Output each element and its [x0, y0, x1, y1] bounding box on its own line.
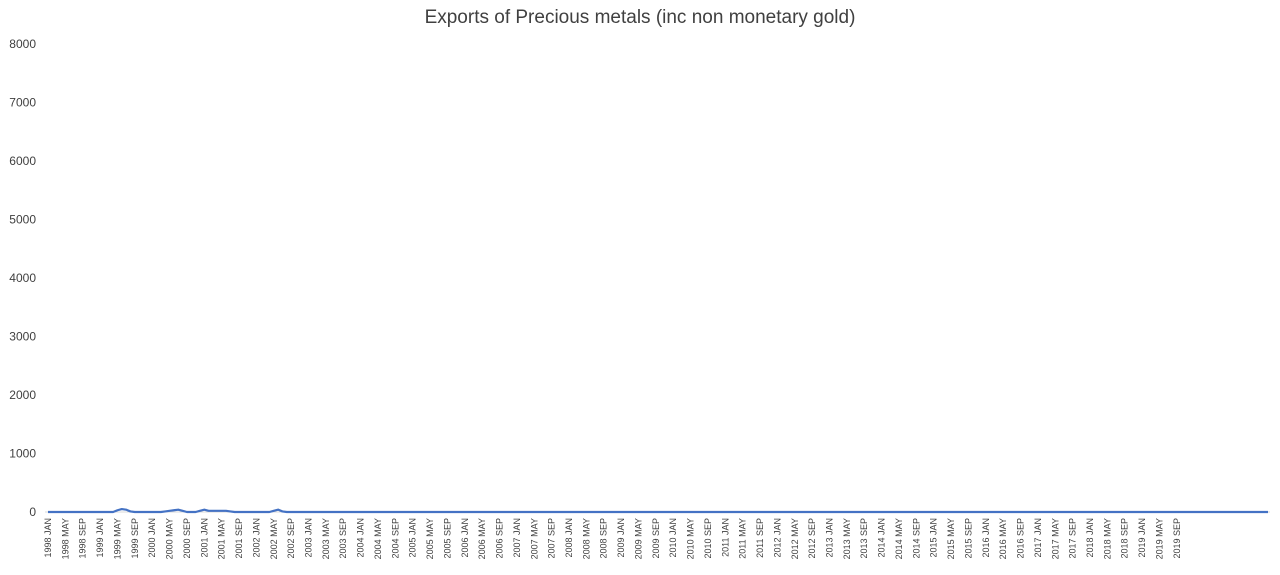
x-tick-label: 2008 SEP [599, 518, 609, 559]
x-tick-label: 2005 MAY [425, 518, 435, 559]
y-tick-label: 2000 [9, 388, 36, 402]
x-tick-label: 2019 MAY [1154, 518, 1164, 559]
x-tick-label: 2017 MAY [1050, 518, 1060, 559]
x-tick-label: 2018 JAN [1085, 518, 1095, 558]
x-tick-label: 2004 JAN [356, 518, 366, 558]
x-tick-label: 2012 JAN [772, 518, 782, 558]
x-tick-label: 2015 SEP [963, 518, 973, 559]
x-tick-label: 2017 SEP [1068, 518, 1078, 559]
x-tick-label: 2003 JAN [303, 518, 313, 558]
x-tick-label: 2019 SEP [1172, 518, 1182, 559]
x-tick-label: 2018 MAY [1102, 518, 1112, 559]
y-tick-label: 6000 [9, 154, 36, 168]
x-tick-label: 2002 SEP [286, 518, 296, 559]
x-tick-label: 2009 MAY [633, 518, 643, 559]
y-axis: 0 1000 2000 3000 4000 5000 6000 7000 8000 [9, 37, 36, 519]
x-tick-label: 2010 MAY [686, 518, 696, 559]
x-tick-label: 1999 SEP [130, 518, 140, 559]
x-tick-label: 2007 MAY [529, 518, 539, 559]
y-tick-label: 1000 [9, 447, 36, 461]
x-tick-label: 2018 SEP [1120, 518, 1130, 559]
y-tick-label: 3000 [9, 330, 36, 344]
x-tick-label: 2006 JAN [460, 518, 470, 558]
x-tick-label: 2001 JAN [199, 518, 209, 558]
x-tick-label: 1998 JAN [43, 518, 53, 558]
x-tick-label: 2011 MAY [738, 518, 748, 559]
x-tick-label: 2010 JAN [668, 518, 678, 558]
x-tick-label: 2003 MAY [321, 518, 331, 559]
x-tick-label: 2005 SEP [442, 518, 452, 559]
x-tick-label: 2008 JAN [564, 518, 574, 558]
x-tick-label: 2007 JAN [512, 518, 522, 558]
x-tick-label: 2003 SEP [338, 518, 348, 559]
x-tick-label: 2009 SEP [651, 518, 661, 559]
x-tick-label: 1998 MAY [60, 518, 70, 559]
x-tick-label: 1999 MAY [112, 518, 122, 559]
x-tick-label: 2000 JAN [147, 518, 157, 558]
x-tick-label: 2019 JAN [1137, 518, 1147, 558]
y-tick-label: 7000 [9, 96, 36, 110]
x-tick-label: 2000 MAY [165, 518, 175, 559]
x-tick-label: 2012 SEP [807, 518, 817, 559]
x-tick-label: 2002 MAY [269, 518, 279, 559]
x-tick-label: 2014 JAN [877, 518, 887, 558]
x-tick-label: 2001 MAY [217, 518, 227, 559]
x-tick-label: 2016 JAN [981, 518, 991, 558]
x-tick-label: 2007 SEP [547, 518, 557, 559]
x-tick-label: 2009 JAN [616, 518, 626, 558]
x-tick-label: 2008 MAY [581, 518, 591, 559]
x-tick-label: 2014 MAY [894, 518, 904, 559]
series-line [48, 507, 1268, 514]
x-tick-label: 2006 MAY [477, 518, 487, 559]
x-tick-label: 2005 JAN [408, 518, 418, 558]
x-tick-label: 2017 JAN [1033, 518, 1043, 558]
x-tick-label: 2015 JAN [929, 518, 939, 558]
x-tick-label: 2002 JAN [251, 518, 261, 558]
x-tick-label: 2014 SEP [911, 518, 921, 559]
x-tick-label: 2013 SEP [859, 518, 869, 559]
x-axis: 1998 JAN 1998 MAY 1998 SEP 1999 JAN 1999 MAY… [43, 518, 1182, 559]
x-tick-label: 2004 MAY [373, 518, 383, 559]
x-tick-label: 2006 SEP [495, 518, 505, 559]
x-tick-label: 2015 MAY [946, 518, 956, 559]
y-tick-label: 8000 [9, 37, 36, 51]
x-tick-label: 2000 SEP [182, 518, 192, 559]
y-tick-label: 4000 [9, 271, 36, 285]
x-tick-label: 2004 SEP [390, 518, 400, 559]
x-tick-label: 2013 MAY [842, 518, 852, 559]
x-tick-label: 2001 SEP [234, 518, 244, 559]
x-tick-label: 2012 MAY [790, 518, 800, 559]
x-tick-label: 2016 SEP [1016, 518, 1026, 559]
x-tick-label: 2016 MAY [998, 518, 1008, 559]
chart-title: Exports of Precious metals (inc non mone… [425, 7, 856, 28]
x-tick-label: 1999 JAN [95, 518, 105, 558]
x-tick-label: 2010 SEP [703, 518, 713, 559]
x-tick-label: 1998 SEP [78, 518, 88, 559]
x-tick-label: 2013 JAN [824, 518, 834, 558]
x-tick-label: 2011 JAN [720, 518, 730, 557]
x-tick-label: 2011 SEP [755, 518, 765, 558]
y-tick-label: 5000 [9, 213, 36, 227]
y-tick-label: 0 [29, 505, 36, 519]
